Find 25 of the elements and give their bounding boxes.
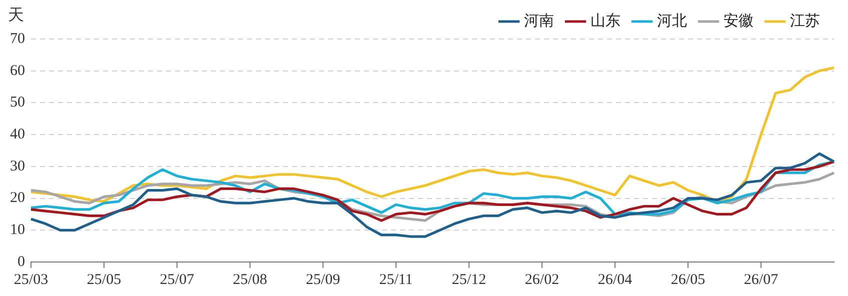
y-tick-label: 20 (10, 190, 25, 206)
y-tick-label: 60 (10, 62, 25, 79)
x-tick-label: 25/08 (232, 272, 268, 288)
legend-label: 河北 (657, 11, 687, 30)
legend-label: 江苏 (790, 11, 820, 30)
y-tick-label: 40 (10, 126, 25, 143)
y-tick-label: 0 (18, 254, 25, 270)
y-tick-label: 70 (10, 30, 25, 47)
x-tick-label: 25/09 (306, 272, 340, 288)
x-tick-label: 26/04 (598, 272, 633, 288)
x-tick-label: 25/11 (379, 272, 413, 288)
legend-label: 山东 (590, 11, 620, 30)
legend-label: 河南 (524, 11, 554, 30)
x-tick-label: 26/02 (524, 272, 560, 288)
y-tick-label: 30 (10, 158, 25, 174)
y-axis-title: 天 (8, 5, 24, 24)
x-tick-label: 25/03 (14, 272, 48, 288)
legend-label: 安徽 (724, 11, 754, 30)
x-tick-label: 25/07 (160, 272, 195, 288)
x-tick-label: 26/05 (670, 272, 706, 288)
y-tick-label: 10 (10, 222, 25, 238)
x-tick-label: 26/07 (744, 272, 779, 288)
x-tick-label: 25/05 (86, 272, 122, 288)
x-tick-label: 25/12 (452, 272, 486, 288)
y-tick-label: 50 (10, 94, 25, 111)
